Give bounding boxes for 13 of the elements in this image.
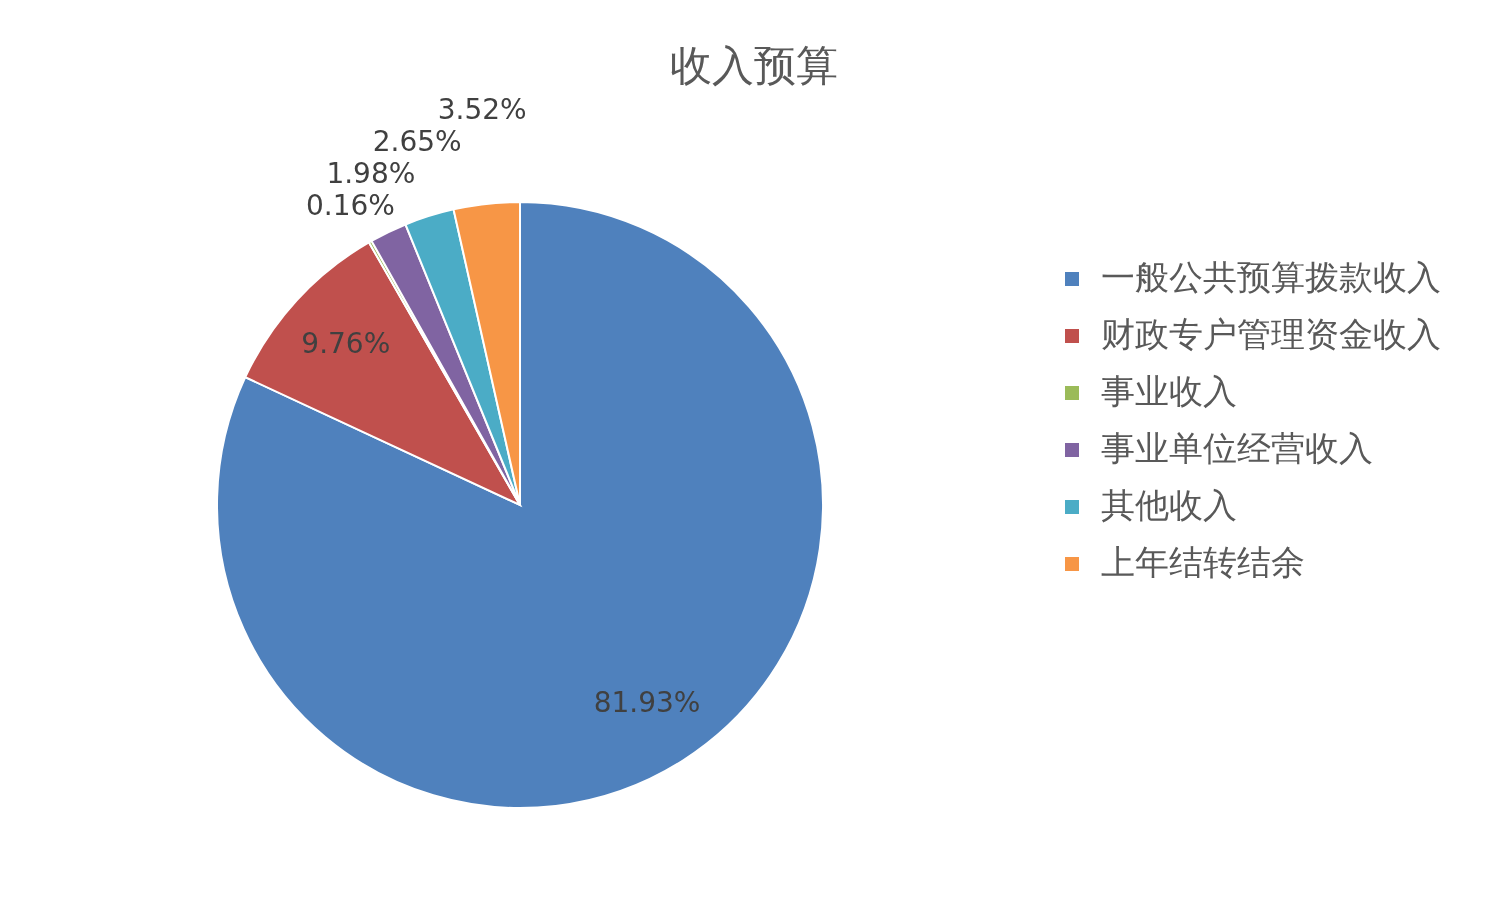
data-label: 0.16% bbox=[305, 188, 395, 222]
data-label: 81.93% bbox=[593, 686, 701, 720]
legend-label: 事业收入 bbox=[1101, 371, 1237, 411]
legend-label: 财政专户管理资金收入 bbox=[1101, 314, 1441, 354]
data-label: 9.76% bbox=[301, 327, 391, 361]
legend-label: 一般公共预算拨款收入 bbox=[1101, 257, 1441, 297]
data-label: 1.98% bbox=[326, 156, 416, 190]
legend-label: 上年结转结余 bbox=[1101, 542, 1305, 582]
chart-title: 收入预算 bbox=[669, 40, 838, 90]
data-label: 3.52% bbox=[437, 92, 527, 126]
data-label: 2.65% bbox=[372, 124, 462, 158]
legend-label: 事业单位经营收入 bbox=[1101, 428, 1373, 468]
legend-label: 其他收入 bbox=[1101, 485, 1237, 525]
